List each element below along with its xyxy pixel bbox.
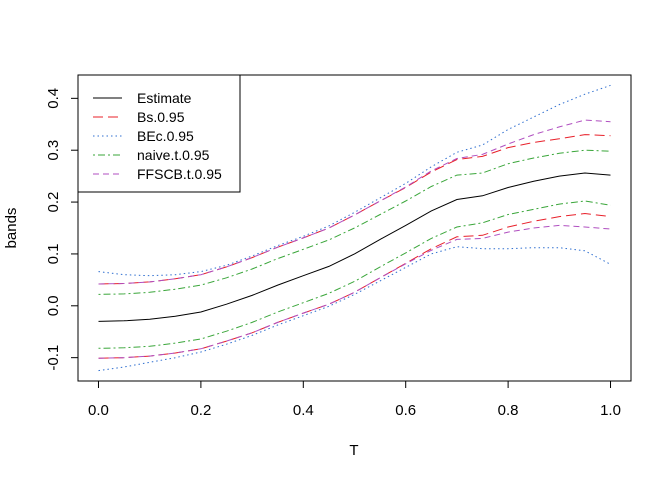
series-line-ffscb-t-0-95-lower bbox=[98, 224, 611, 359]
series-line-naive-t-0-95-lower bbox=[98, 200, 611, 349]
series-line-bs-0-95-upper bbox=[98, 134, 611, 285]
series-line-bs-0-95-lower bbox=[98, 212, 611, 359]
y-tick-label: 0.2 bbox=[45, 192, 62, 213]
x-tick-label: 0.2 bbox=[190, 402, 211, 419]
legend-label-naive-t-0-95: naive.t.0.95 bbox=[137, 147, 210, 163]
x-tick-label: 1.0 bbox=[600, 402, 621, 419]
y-tick-label: -0.1 bbox=[45, 345, 62, 371]
series-line-ffscb-t-0-95-upper bbox=[98, 119, 611, 285]
series-line-bec-0-95-lower bbox=[98, 246, 611, 372]
x-tick-label: 0.0 bbox=[88, 402, 109, 419]
y-tick-label: 0.3 bbox=[45, 140, 62, 161]
y-tick-label: 0.4 bbox=[45, 88, 62, 109]
x-tick-label: 0.6 bbox=[395, 402, 416, 419]
y-tick-label: 0.1 bbox=[45, 244, 62, 265]
y-tick-label: 0.0 bbox=[45, 295, 62, 316]
legend-label-estimate: Estimate bbox=[137, 90, 192, 106]
x-axis-label: T bbox=[349, 442, 358, 459]
x-axis: 0.0 0.2 0.4 0.6 0.8 1.0 bbox=[88, 380, 621, 419]
series-line-naive-t-0-95-upper bbox=[98, 149, 611, 295]
series-line-bec-0-95-upper bbox=[98, 84, 611, 277]
legend-label-bs-0-95: Bs.0.95 bbox=[137, 109, 185, 125]
plot-marks bbox=[98, 84, 611, 372]
legend: Estimate Bs.0.95 BEc.0.95 naive.t.0.95 FFSCB… bbox=[77, 74, 241, 193]
x-tick-label: 0.8 bbox=[498, 402, 519, 419]
y-axis: -0.1 0.0 0.1 0.2 0.3 0.4 bbox=[45, 88, 79, 371]
x-tick-label: 0.4 bbox=[293, 402, 314, 419]
y-axis-label: bands bbox=[3, 208, 20, 249]
legend-box bbox=[77, 74, 241, 193]
legend-label-bec-0-95: BEc.0.95 bbox=[137, 128, 194, 144]
legend-label-ffscb-t-0-95: FFSCB.t.0.95 bbox=[137, 166, 222, 182]
series-line-estimate bbox=[98, 172, 611, 322]
